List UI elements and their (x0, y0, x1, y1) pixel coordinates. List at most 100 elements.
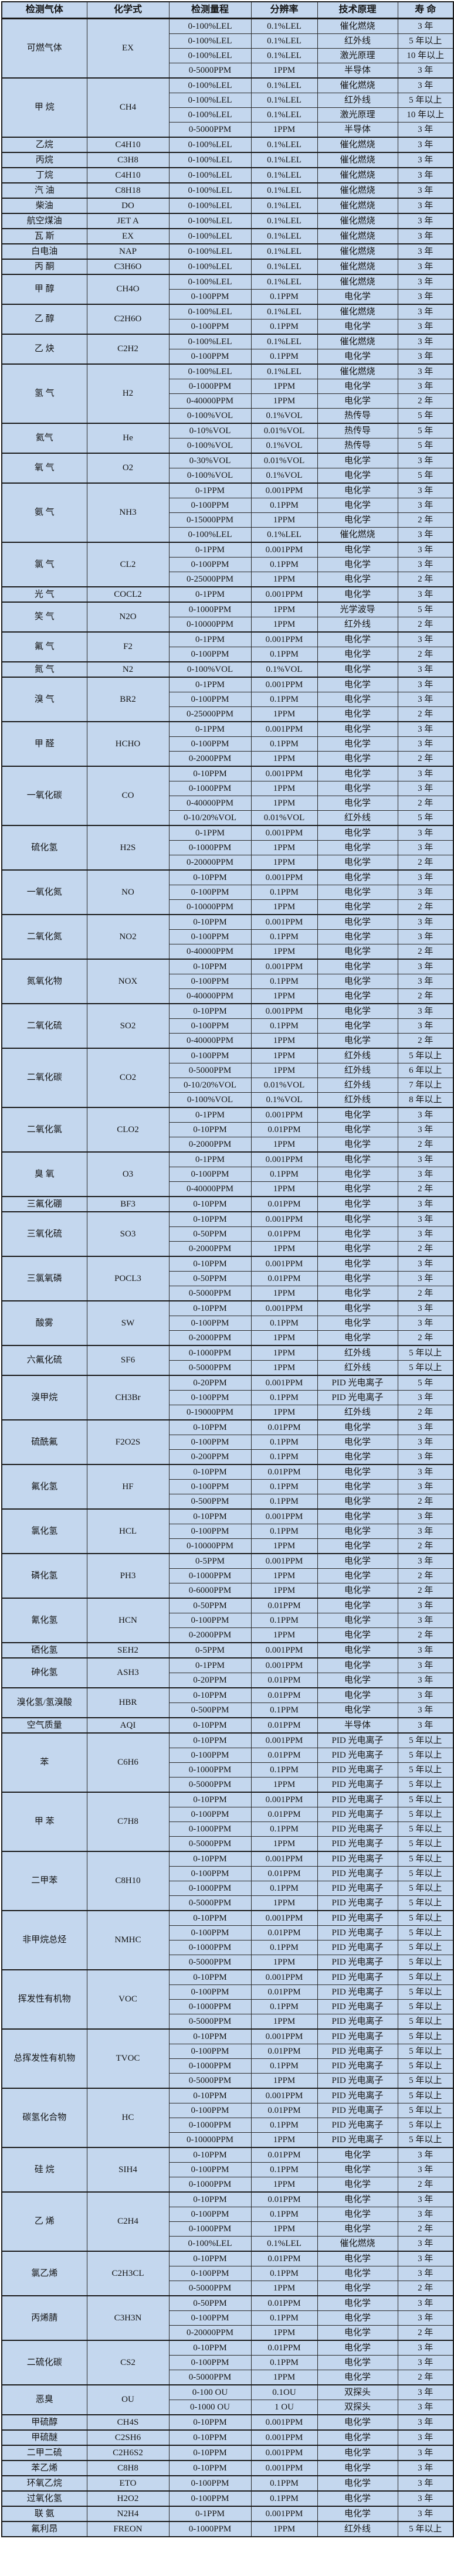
table-row: 0-2000PPM 1PPM 电化学 2 年 (2, 1137, 454, 1153)
range-cell: 0-1000 OU (168, 2400, 252, 2415)
table-row: 0-1000PPM 0.1PPM PID 光电离子 5 年以上 (2, 2058, 454, 2074)
lifespan-cell: 2 年 (397, 647, 454, 662)
table-body: 可燃气体 EX 0-100%LEL 0.1%LEL 催化燃烧 3 年 0-100%LEL 0.… (1, 18, 454, 2537)
resolution-cell: 0.001PPM (250, 825, 318, 841)
lifespan-cell: 2 年 (397, 2281, 454, 2296)
lifespan-cell: 3 年 (397, 259, 454, 275)
gas-name-cell: 非甲烷总烃 (1, 1910, 87, 1970)
gas-name-cell: 二甲二硫 (1, 2445, 87, 2461)
lifespan-cell: 5 年 (397, 423, 454, 439)
table-row: 苯 C6H6 0-10PPM 0.001PPM PID 光电离子 5 年以上 (1, 1732, 454, 1793)
formula-cell: CH4S (86, 2414, 170, 2431)
range-cell: 0-1000PPM (168, 1940, 252, 1955)
range-cell: 0-1PPM (168, 677, 252, 692)
table-row: 二硫化碳 CS2 0-10PPM 0.01PPM 电化学 3 年 (1, 2340, 454, 2385)
lifespan-cell: 3 年 (397, 289, 454, 305)
gas-name-cell: 甲硫醇 (1, 2414, 87, 2431)
table-row: 0-2000PPM 1PPM 电化学 2 年 (2, 751, 454, 767)
principle-cell: 电化学 (317, 1241, 398, 1257)
principle-cell: 电化学 (317, 692, 398, 707)
range-cell: 0-100PPM (168, 2355, 252, 2370)
range-cell: 0-100PPM (168, 1479, 252, 1494)
table-row: 空气质量 AQI 0-10PPM 0.01PPM 半导体 3 年 (1, 1717, 454, 1734)
table-row: 乙烷 C4H10 0-100%LEL 0.1%LEL 催化燃烧 3 年 (1, 137, 454, 153)
resolution-cell: 1PPM (250, 1181, 318, 1197)
gas-name-cell: 磷化氢 (1, 1553, 87, 1599)
formula-cell: OU (86, 2384, 170, 2415)
resolution-cell: 1PPM (250, 512, 318, 528)
resolution-cell: 0.1%VOL (250, 661, 318, 678)
range-cell: 0-10PPM (168, 2028, 252, 2044)
lifespan-cell: 3 年 (397, 18, 454, 34)
resolution-cell: 1PPM (250, 796, 318, 811)
resolution-cell: 0.1PPM (250, 1316, 318, 1331)
principle-cell: 红外线 (317, 810, 398, 826)
resolution-cell: 0.1%LEL (250, 93, 318, 108)
resolution-cell: 0.01PPM (250, 1807, 318, 1822)
range-cell: 0-100PPM (168, 349, 252, 365)
gas-name-cell: 氟利昂 (1, 2521, 87, 2537)
gas-name-cell: 瓦 斯 (1, 228, 87, 244)
resolution-cell: 0.1PPM (250, 557, 318, 572)
principle-cell: PID 光电离子 (317, 1955, 398, 1970)
lifespan-cell: 3 年 (397, 677, 454, 692)
lifespan-cell: 5 年以上 (397, 1836, 454, 1852)
resolution-cell: 0.001PPM (250, 1910, 318, 1926)
lifespan-cell: 5 年 (397, 438, 454, 454)
gas-name-cell: 砷化氢 (1, 1657, 87, 1688)
resolution-cell: 0.1%LEL (250, 167, 318, 183)
range-cell: 0-10PPM (168, 1256, 252, 1272)
lifespan-cell: 5 年以上 (397, 1881, 454, 1896)
range-cell: 0-100PPM (168, 1807, 252, 1822)
range-cell: 0-1PPM (168, 721, 252, 737)
range-cell: 0-1000PPM (168, 1821, 252, 1837)
table-row: 苯乙烯 C8H8 0-10PPM 0.001PPM 电化学 3 年 (1, 2460, 454, 2476)
table-row: 0-1000PPM 0.1PPM PID 光电离子 5 年以上 (2, 1999, 454, 2014)
table-row: 0-10000PPM 1PPM 红外线 2 年 (2, 617, 454, 633)
lifespan-cell: 3 年 (397, 1479, 454, 1494)
lifespan-cell: 3 年 (397, 1657, 454, 1673)
resolution-cell: 1PPM (250, 617, 318, 633)
principle-cell: 电化学 (317, 453, 398, 468)
table-row: 联 氨 N2H4 0-1PPM 0.001PPM 电化学 3 年 (1, 2506, 454, 2522)
principle-cell: PID 光电离子 (317, 2073, 398, 2089)
table-row: 挥发性有机物 VOC 0-10PPM 0.001PPM PID 光电离子 5 年以上 (1, 1969, 454, 2030)
resolution-cell: 1PPM (250, 751, 318, 767)
formula-cell: HF (86, 1464, 170, 1510)
formula-cell: SEH2 (86, 1642, 170, 1659)
resolution-cell: 1PPM (250, 1777, 318, 1793)
principle-cell: 激光原理 (317, 107, 398, 123)
principle-cell: 催化燃烧 (317, 198, 398, 214)
table-row: 0-50PPM 0.01PPM 电化学 3 年 (2, 1226, 454, 1242)
table-row: 0-20PPM 0.01PPM 电化学 3 年 (2, 1673, 454, 1688)
resolution-cell: 1PPM (250, 2281, 318, 2296)
principle-cell: PID 光电离子 (317, 2028, 398, 2044)
principle-cell: PID 光电离子 (317, 1925, 398, 1941)
principle-cell: 红外线 (317, 1078, 398, 1093)
formula-cell: HBR (86, 1687, 170, 1718)
lifespan-cell: 3 年 (397, 840, 454, 855)
range-cell: 0-100PPM (168, 929, 252, 944)
lifespan-cell: 3 年 (397, 274, 454, 290)
range-cell: 0-100PPM (168, 2103, 252, 2118)
range-cell: 0-1000PPM (168, 781, 252, 796)
formula-cell: ETO (86, 2475, 170, 2492)
resolution-cell: 0.1PPM (250, 647, 318, 662)
resolution-cell: 1PPM (250, 572, 318, 587)
formula-cell: N2H4 (86, 2506, 170, 2522)
gas-name-cell: 航空煤油 (1, 213, 87, 229)
range-cell: 0-5000PPM (168, 122, 252, 138)
lifespan-cell: 3 年 (397, 2147, 454, 2163)
range-cell: 0-100PPM (168, 1048, 252, 1063)
lifespan-cell: 5 年以上 (397, 1940, 454, 1955)
principle-cell: PID 光电离子 (317, 1375, 398, 1391)
formula-cell: ASH3 (86, 1657, 170, 1688)
range-cell: 0-1000PPM (168, 1762, 252, 1778)
resolution-cell: 0.1%VOL (250, 438, 318, 454)
table-row: 氨 气 NH3 0-1PPM 0.001PPM 电化学 3 年 (1, 482, 454, 543)
formula-cell: C8H8 (86, 2460, 170, 2476)
range-cell: 0-100PPM (168, 498, 252, 513)
range-cell: 0-10PPM (168, 2445, 252, 2461)
lifespan-cell: 2 年 (397, 1286, 454, 1301)
lifespan-cell: 2 年 (397, 1137, 454, 1153)
